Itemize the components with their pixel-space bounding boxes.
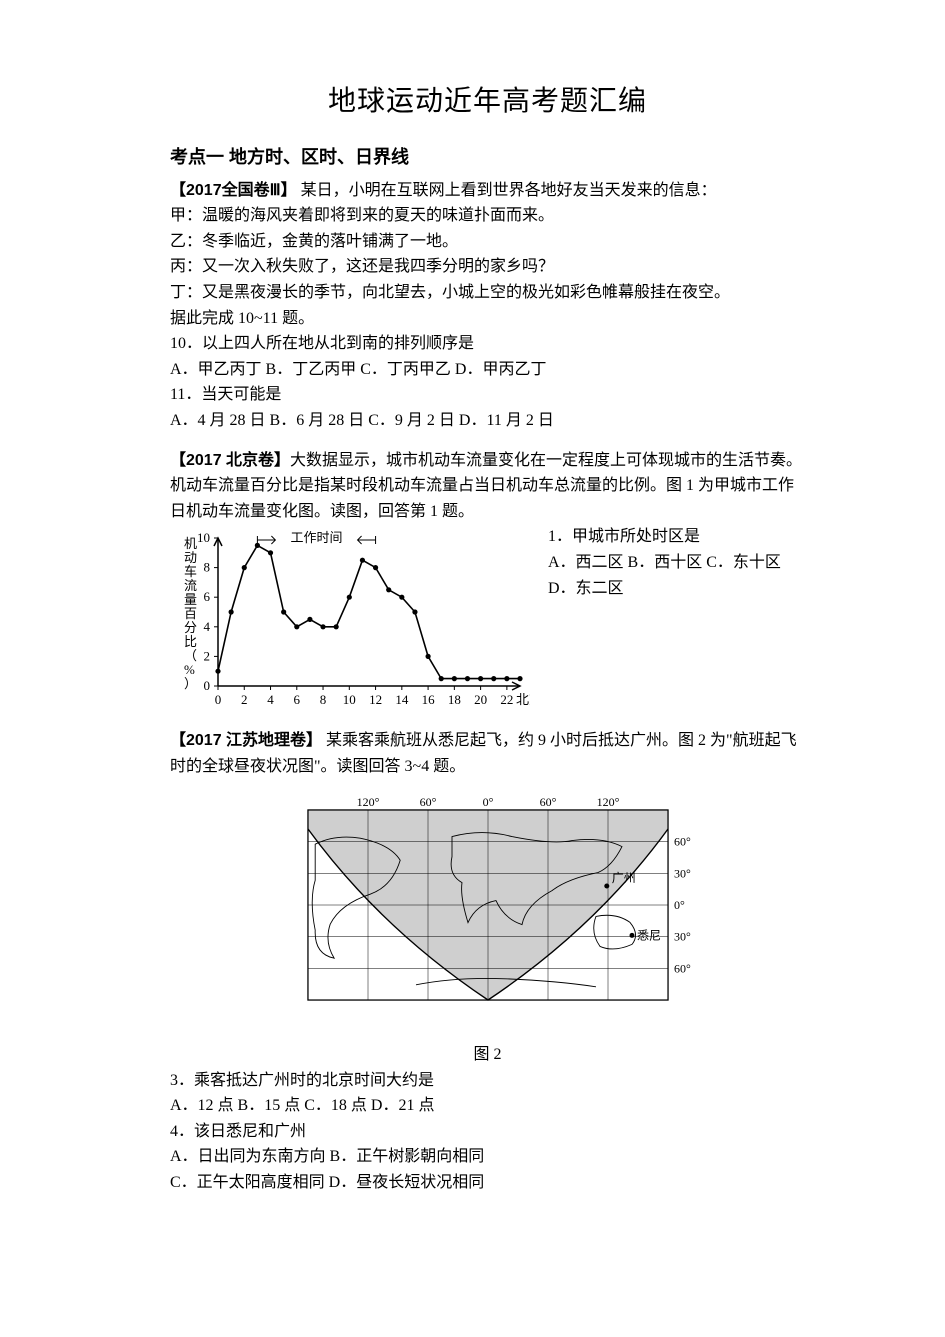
svg-text:10: 10 xyxy=(343,692,356,707)
q1-prompt: 据此完成 10~11 题。 xyxy=(170,306,805,332)
question-block-3: 【2017 江苏地理卷】 某乘客乘航班从悉尼起飞，约 9 小时后抵达广州。图 2… xyxy=(170,728,805,1195)
svg-text:10: 10 xyxy=(197,530,210,545)
svg-text:2: 2 xyxy=(204,649,211,664)
q4-question-text: 4．该日悉尼和广州 xyxy=(170,1119,805,1145)
q4-options-line1: A．日出同为东南方向 B．正午树影朝向相同 xyxy=(170,1144,805,1170)
q2-question-text: 1．甲城市所处时区是 xyxy=(548,524,805,550)
q3-options: A．12 点 B．15 点 C．18 点 D．21 点 xyxy=(170,1093,805,1119)
svg-text:广州: 广州 xyxy=(611,871,635,885)
q1-line-ding: 丁：又是黑夜漫长的季节，向北望去，小城上空的极光如彩色帷幕般挂在夜空。 xyxy=(170,280,805,306)
svg-text:悉尼: 悉尼 xyxy=(637,928,661,942)
q10-options: A．甲乙丙丁 B．丁乙丙甲 C．丁丙甲乙 D．甲丙乙丁 xyxy=(170,357,805,383)
svg-text:8: 8 xyxy=(204,560,211,575)
svg-text:6: 6 xyxy=(294,692,301,707)
svg-text:2: 2 xyxy=(241,692,248,707)
svg-text:22: 22 xyxy=(500,692,513,707)
q3-question-text: 3．乘客抵达广州时的北京时间大约是 xyxy=(170,1068,805,1094)
svg-text:北京时间: 北京时间 xyxy=(516,692,530,707)
source-tag: 【2017全国卷Ⅲ】 xyxy=(170,182,297,199)
svg-text:16: 16 xyxy=(422,692,436,707)
svg-text:0°: 0° xyxy=(674,898,685,912)
svg-text:0: 0 xyxy=(215,692,222,707)
svg-text:工作时间: 工作时间 xyxy=(290,530,342,545)
svg-text:30°: 30° xyxy=(674,866,691,880)
traffic-line-chart: 0 2 4 6 8 10 0 2 4 6 8 10 12 14 16 18 20 22 机动车流量百分比（%） 北京时… xyxy=(170,524,530,714)
q1-line-jia: 甲：温暖的海风夹着即将到来的夏天的味道扑面而来。 xyxy=(170,203,805,229)
question-block-2: 【2017 北京卷】大数据显示，城市机动车流量变化在一定程度上可体现城市的生活节… xyxy=(170,448,805,715)
world-day-night-map: 120° 60° 0° 60° 120° 60° 30° 0° 30° 60° 广州悉尼 xyxy=(170,790,805,1039)
source-tag: 【2017 北京卷】 xyxy=(170,452,290,469)
svg-text:20: 20 xyxy=(474,692,487,707)
svg-text:0: 0 xyxy=(204,678,211,693)
q2-right-column: 1．甲城市所处时区是 A．西二区 B．西十区 C．东十区 D．东二区 xyxy=(548,524,805,601)
q2-options: A．西二区 B．西十区 C．东十区 D．东二区 xyxy=(548,550,805,601)
svg-text:8: 8 xyxy=(320,692,327,707)
q4-options-line2: C．正午太阳高度相同 D．昼夜长短状况相同 xyxy=(170,1170,805,1196)
q10-text: 10．以上四人所在地从北到南的排列顺序是 xyxy=(170,331,805,357)
svg-text:60°: 60° xyxy=(674,961,691,975)
svg-text:12: 12 xyxy=(369,692,382,707)
question-block-1: 【2017全国卷Ⅲ】 某日，小明在互联网上看到世界各地好友当天发来的信息： 甲：… xyxy=(170,178,805,434)
q1-intro: 某日，小明在互联网上看到世界各地好友当天发来的信息： xyxy=(297,182,717,199)
section-heading: 考点一 地方时、区时、日界线 xyxy=(170,143,805,172)
svg-text:机动车流量百分比（%）: 机动车流量百分比（%） xyxy=(184,536,197,691)
svg-text:30°: 30° xyxy=(674,929,691,943)
svg-text:14: 14 xyxy=(395,692,409,707)
svg-text:18: 18 xyxy=(448,692,461,707)
q11-options: A．4 月 28 日 B．6 月 28 日 C．9 月 2 日 D．11 月 2… xyxy=(170,408,805,434)
source-tag: 【2017 江苏地理卷】 xyxy=(170,732,322,749)
svg-text:120°: 120° xyxy=(596,795,619,809)
page-title: 地球运动近年高考题汇编 xyxy=(170,80,805,125)
svg-text:60°: 60° xyxy=(539,795,556,809)
q1-line-yi: 乙：冬季临近，金黄的落叶铺满了一地。 xyxy=(170,229,805,255)
map-caption: 图 2 xyxy=(170,1042,805,1068)
svg-text:4: 4 xyxy=(267,692,274,707)
svg-text:120°: 120° xyxy=(356,795,379,809)
svg-text:4: 4 xyxy=(204,619,211,634)
svg-text:60°: 60° xyxy=(674,834,691,848)
q11-text: 11．当天可能是 xyxy=(170,382,805,408)
svg-text:0°: 0° xyxy=(482,795,493,809)
svg-text:60°: 60° xyxy=(419,795,436,809)
svg-text:6: 6 xyxy=(204,590,211,605)
q1-line-bing: 丙：又一次入秋失败了，这还是我四季分明的家乡吗？ xyxy=(170,254,805,280)
